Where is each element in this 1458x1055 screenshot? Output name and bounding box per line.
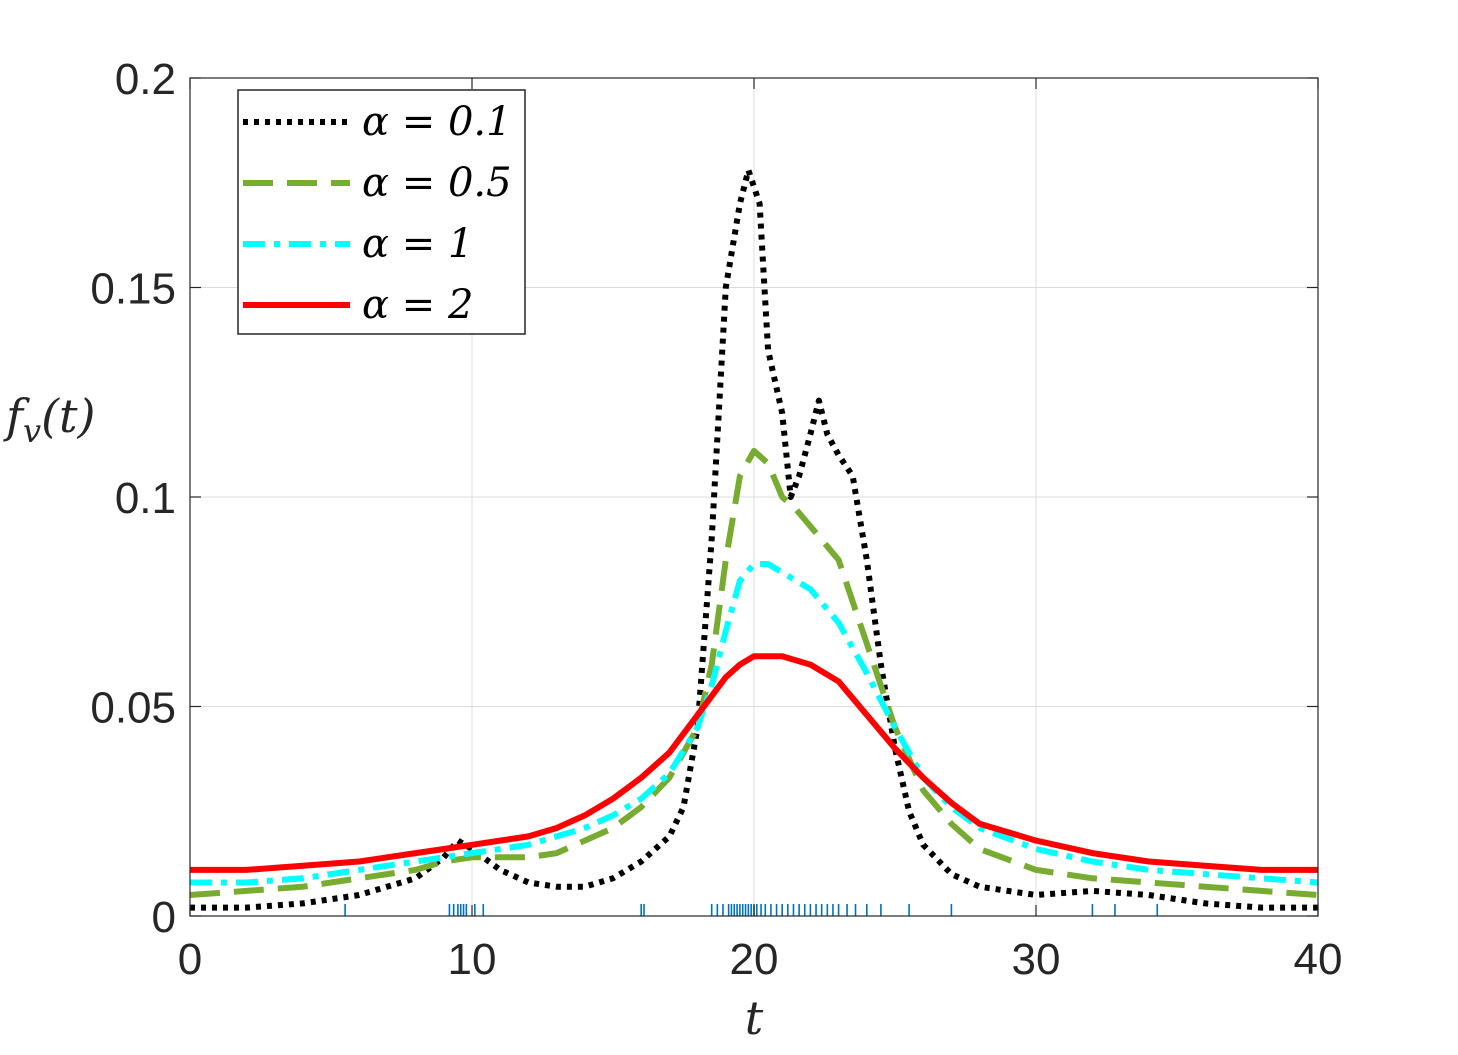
x-tick-label: 30	[1012, 935, 1061, 984]
y-tick-label: 0.15	[90, 265, 176, 314]
y-tick-label: 0	[152, 893, 176, 942]
x-axis-label: t	[745, 991, 764, 1045]
rug-marks	[344, 904, 1159, 916]
y-axis-label: fv(t)	[3, 389, 96, 450]
legend-label: α = 2	[362, 282, 473, 328]
series-line-4	[190, 653, 1318, 873]
legend: α = 0.1 α = 0.5 α = 1 α = 2	[237, 89, 526, 335]
x-tick-label: 20	[730, 935, 779, 984]
x-tick-label: 40	[1294, 935, 1343, 984]
legend-label: α = 0.1	[362, 99, 512, 145]
y-tick-label: 0.05	[90, 684, 176, 733]
legend-label: α = 1	[362, 221, 473, 267]
legend-box	[237, 89, 526, 335]
y-tick-label: 0.2	[115, 55, 176, 104]
axis-ticks: 0 10 20 30 40 0 0.05 0.1 0.15 0.2	[90, 55, 1342, 984]
series-line-3	[190, 561, 1319, 886]
series-lines	[189, 167, 1319, 911]
y-tick-label: 0.1	[115, 474, 176, 523]
legend-label: α = 0.5	[362, 160, 512, 206]
series-line-2	[189, 447, 1319, 898]
x-tick-label: 0	[178, 935, 202, 984]
x-tick-label: 10	[448, 935, 497, 984]
